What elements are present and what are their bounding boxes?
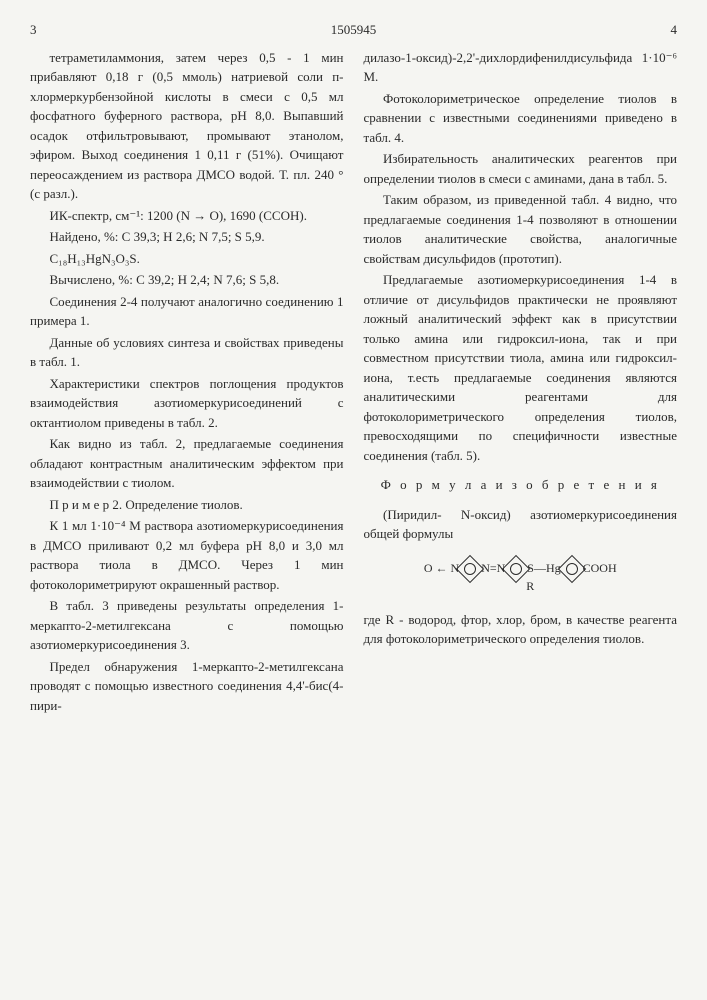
chemical-formula: O ← NN=NS—HgCOOH R: [364, 559, 678, 595]
para: тетраметиламмония, затем через 0,5 - 1 м…: [30, 48, 344, 204]
para: П р и м е р 2. Определение тиолов.: [30, 495, 344, 515]
right-column: дилазо-1-оксид)-2,2'-дихлордифенилдисуль…: [364, 48, 678, 718]
left-column: тетраметиламмония, затем через 0,5 - 1 м…: [30, 48, 344, 718]
para: Найдено, %: C 39,3; H 2,6; N 7,5; S 5,9.: [30, 227, 344, 247]
formula-segment: O ← N: [424, 561, 459, 575]
para: Вычислено, %: C 39,2; H 2,4; N 7,6; S 5,…: [30, 270, 344, 290]
para: В табл. 3 приведены результаты определен…: [30, 596, 344, 655]
para: Характеристики спектров поглощения проду…: [30, 374, 344, 433]
para: К 1 мл 1·10⁻⁴ М раствора азотиомеркурисо…: [30, 516, 344, 594]
para: ИК-спектр, см⁻¹: 1200 (N → O), 1690 (CCO…: [30, 206, 344, 226]
para: Таким образом, из приведенной табл. 4 ви…: [364, 190, 678, 268]
para: дилазо-1-оксид)-2,2'-дихлордифенилдисуль…: [364, 48, 678, 87]
para: где R - водород, фтор, хлор, бром, в кач…: [364, 610, 678, 649]
para: Предлагаемые азотиомеркурисоединения 1-4…: [364, 270, 678, 465]
para: Избирательность аналитических реагентов …: [364, 149, 678, 188]
formula-title: Ф о р м у л а и з о б р е т е н и я: [364, 475, 678, 495]
para: Предел обнаружения 1-меркапто-2-метилгек…: [30, 657, 344, 716]
para: Данные об условиях синтеза и свойствах п…: [30, 333, 344, 372]
formula-segment: COOH: [583, 561, 617, 575]
para: C₁₈H₁₃HgN₃O₃S.: [30, 249, 344, 269]
ring-icon: [557, 555, 585, 583]
para: Соединения 2-4 получают аналогично соеди…: [30, 292, 344, 331]
para: (Пиридил- N-оксид) азотиомеркурисоединен…: [364, 505, 678, 544]
page-number-right: 4: [671, 20, 678, 40]
para: Как видно из табл. 2, предлагаемые соеди…: [30, 434, 344, 493]
formula-r-label: R: [384, 577, 678, 595]
formula-segment: S—Hg: [527, 561, 560, 575]
page-number-left: 3: [30, 20, 37, 40]
para: Фотоколориметрическое определение тиолов…: [364, 89, 678, 148]
ring-icon: [456, 555, 484, 583]
doc-number: 1505945: [331, 20, 377, 40]
